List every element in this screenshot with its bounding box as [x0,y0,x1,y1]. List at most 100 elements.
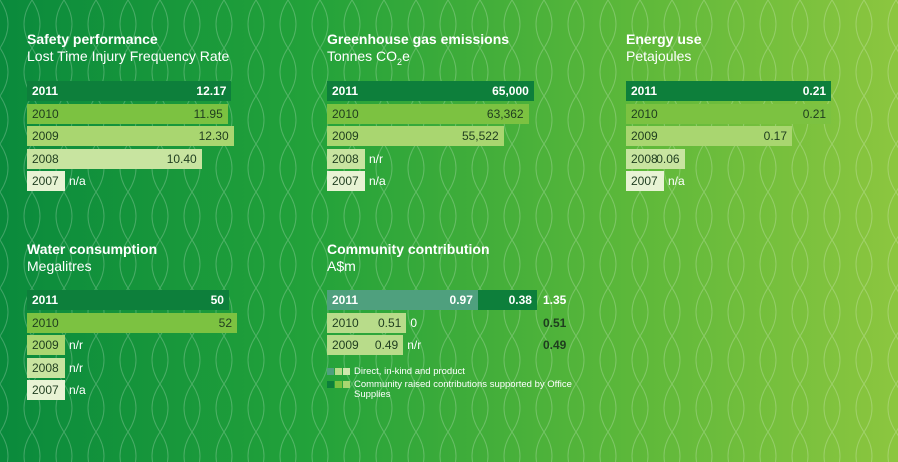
bar-value-label: n/a [668,174,685,188]
bar: 2009 55,522 [327,126,504,146]
bar-direct: 2010 0.51 [327,312,407,333]
total-value-label: 0.51 [543,315,567,330]
legend-label-direct: Direct, in-kind and product [354,366,465,377]
bar-row: 2011 0.21 [626,81,832,101]
bar-value-label: 0.06 [656,151,680,166]
bar-year-label: 2011 [332,84,359,98]
bar-year-label: 2009 [32,129,59,143]
bar-row: 2009 12.30 [27,126,234,146]
bar-row: 2009 55,522 [327,126,504,146]
bar-year-label: 2011 [332,293,359,307]
bar-row: 2008 n/r [327,148,383,169]
legend-swatch [335,368,342,375]
legend-swatch [327,368,334,375]
bar-year-label: 2007 [332,174,359,188]
bar-row: 2011 0.97 0.38 1.35 [327,290,566,310]
bar-value-label: 0.38 [508,293,532,307]
bar-row: 2008 10.40 [27,148,202,169]
bar: 2011 12.17 [27,81,232,101]
total-value-label: 1.35 [543,293,567,307]
bar-year-label: 2009 [332,338,359,352]
bar-value-label: n/r [407,338,422,352]
bar-row: 2007 n/a [327,171,386,191]
bar-year-label: 2011 [32,84,59,98]
bar-year-label: 2007 [32,383,59,397]
bar-year-label: 2008 [32,151,59,166]
bar-value-label: 63,362 [486,106,524,121]
water-title: Water consumption [27,241,158,257]
bar: 2011 50 [27,290,229,310]
ghg-subtitle: Tonnes CO2e [327,48,410,67]
energy-panel: Energy use Petajoules [626,31,701,65]
legend-swatch [343,368,350,375]
bar-row: 2007 n/a [27,171,86,191]
bar: 2010 11.95 [27,103,228,124]
community-legend: Direct, in-kind and product Community ra… [327,367,574,403]
bar-year-label: 2008 [332,151,359,166]
bar: 2008 [327,148,365,169]
safety-subtitle: Lost Time Injury Frequency Rate [27,48,230,64]
bar-year-label: 2008 [32,360,59,375]
community-title: Community contribution [327,241,490,257]
bar-row: 2009 0.49 n/r 0.49 [327,335,566,355]
bar-value-label: n/r [69,360,84,375]
bar-value-label: 55,522 [461,129,499,143]
bar-row: 2008 n/r [27,357,84,378]
bar: 2009 0.17 [626,126,793,146]
bar-value-label: 0.21 [802,84,827,98]
energy-title: Energy use [626,31,702,47]
bar: 2007 [27,380,65,400]
bar-row: 2010 52 [27,312,237,333]
bar-value-label: n/r [69,338,84,352]
safety-panel: Safety performance Lost Time Injury Freq… [27,31,229,65]
ghg-title: Greenhouse gas emissions [327,31,510,47]
community-panel: Community contribution A$m [327,241,490,275]
legend-item-raised: Community raised contributions supported… [327,380,574,400]
bar: 2009 [27,335,65,355]
bar-value-label: 0.49 [374,338,399,352]
legend-swatch [335,381,342,388]
bar-raised: 0.38 [477,290,537,310]
bar-year-label: 2010 [332,315,359,330]
bar: 2008 10.40 [27,148,202,169]
bar-row: 2009 0.17 [626,126,793,146]
bar-row: 2007 n/a [27,380,86,400]
bar-year-label: 2010 [32,106,59,121]
bar-year-label: 2007 [631,174,658,188]
bar: 2007 [626,171,664,191]
bar-value-label: 65,000 [492,84,529,98]
bar-value-label: 0.51 [377,315,402,330]
bar: 2011 65,000 [327,81,534,101]
bar-direct: 2009 0.49 [327,335,404,355]
bar-value-label: 12.30 [198,129,229,143]
ghg-panel: Greenhouse gas emissions Tonnes CO2e [327,31,509,71]
bar-value-label: 11.95 [193,106,223,121]
legend-swatch [343,381,350,388]
bar-row: 2011 50 [27,290,229,310]
bar: 2010 52 [27,312,237,333]
bar-row: 2010 0.21 [626,103,832,124]
total-value-label: 0.49 [543,338,567,352]
bar-value-label: n/a [369,174,386,188]
bar-year-label: 2011 [32,293,59,307]
water-subtitle: Megalitres [27,258,92,274]
bar-year-label: 2007 [32,174,59,188]
bar-row: 2009 n/r [27,335,83,355]
legend-label-raised: Community raised contributions supported… [354,379,572,400]
bar: 2011 0.21 [626,81,832,101]
bar-value-label: 12.17 [196,84,227,98]
bar-value-label: 0.17 [763,129,788,143]
bar-direct: 2011 0.97 [327,290,478,310]
bar: 2010 63,362 [327,103,529,124]
community-subtitle: A$m [327,258,356,274]
bar: 2007 [27,171,65,191]
bar-value-label: 50 [210,293,224,307]
bar-row: 2007 n/a [626,171,685,191]
bar: 2009 12.30 [27,126,234,146]
bar-value-label: 0.21 [802,106,827,121]
bar-row: 2008 0.06 [626,148,685,169]
bar-year-label: 2010 [332,106,359,121]
bar-year-label: 2010 [631,106,658,121]
bar-value-label: 0 [410,315,418,330]
water-panel: Water consumption Megalitres [27,241,157,275]
